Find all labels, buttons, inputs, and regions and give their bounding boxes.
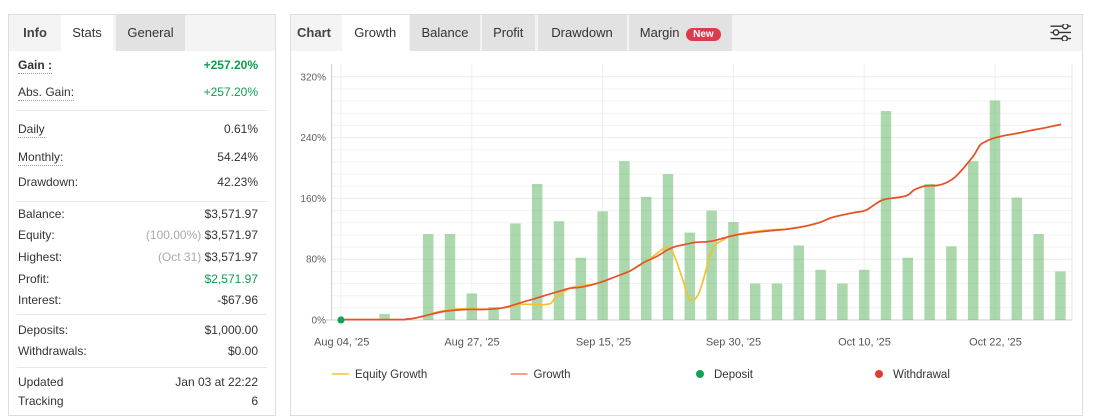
svg-text:Oct 10, '25: Oct 10, '25 [838, 337, 891, 349]
svg-text:0%: 0% [312, 316, 327, 327]
svg-text:Oct 22, '25: Oct 22, '25 [969, 337, 1022, 349]
svg-text:Deposit: Deposit [714, 369, 754, 381]
svg-text:240%: 240% [300, 133, 326, 144]
svg-text:Sep 15, '25: Sep 15, '25 [576, 337, 631, 349]
svg-text:160%: 160% [300, 194, 326, 205]
svg-text:Sep 30, '25: Sep 30, '25 [706, 337, 761, 349]
svg-text:80%: 80% [306, 255, 326, 266]
svg-text:Withdrawal: Withdrawal [893, 369, 950, 381]
svg-text:Equity Growth: Equity Growth [355, 369, 427, 381]
svg-text:Growth: Growth [534, 369, 571, 381]
svg-text:320%: 320% [300, 72, 326, 83]
svg-text:Aug 04, '25: Aug 04, '25 [314, 337, 369, 349]
svg-text:Aug 27, '25: Aug 27, '25 [444, 337, 499, 349]
